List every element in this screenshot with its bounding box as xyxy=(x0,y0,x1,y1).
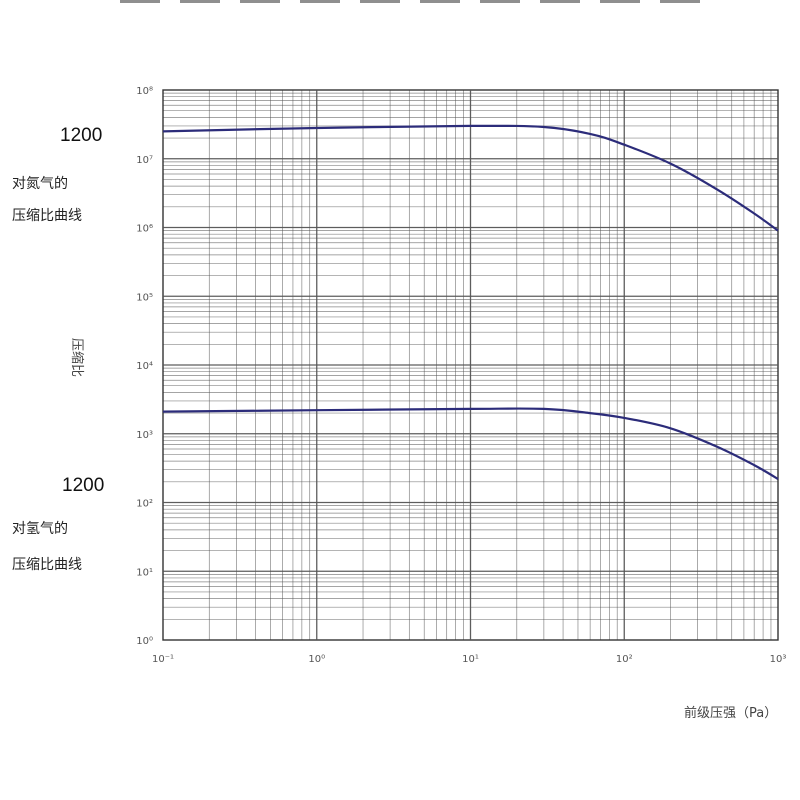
tick-labels: 10⁻¹ 10⁰ 10¹ 10² 10³ 10⁸ 10⁷ 10⁶ 10⁵ 10⁴ 10³ 10² 10¹… xyxy=(136,86,786,665)
y-tick-label: 10¹ xyxy=(136,567,153,578)
y-tick-label: 10⁵ xyxy=(136,292,153,303)
y-tick-label: 10⁸ xyxy=(136,86,153,97)
x-tick-label: 10³ xyxy=(770,654,787,665)
y-axis-label: 压缩比 xyxy=(69,338,84,378)
series-layer xyxy=(162,124,779,480)
x-tick-label: 10² xyxy=(616,654,633,665)
y-tick-label: 10³ xyxy=(136,430,153,441)
x-axis-label: 前级压强（Pa） xyxy=(684,706,778,721)
top-edge-strip xyxy=(120,0,720,3)
lower-curve-desc-line2: 压缩比曲线 xyxy=(12,557,82,573)
lower-curve-model-label: 1200 xyxy=(62,475,105,496)
y-tick-label: 10⁴ xyxy=(136,361,153,372)
major-gridlines xyxy=(162,89,779,641)
series-line-hydrogen xyxy=(162,407,779,480)
x-tick-label: 10⁰ xyxy=(308,654,325,665)
x-tick-label: 10⁻¹ xyxy=(152,654,174,665)
upper-curve-model-label: 1200 xyxy=(60,125,103,146)
y-tick-label: 10⁶ xyxy=(136,224,153,235)
lower-curve-desc-line1: 对氢气的 xyxy=(12,521,68,537)
upper-curve-desc-line1: 对氮气的 xyxy=(12,176,68,192)
upper-curve-desc-line2: 压缩比曲线 xyxy=(12,208,82,224)
y-tick-label: 10² xyxy=(136,499,153,510)
x-tick-label: 10¹ xyxy=(462,654,479,665)
y-tick-label: 10⁰ xyxy=(136,636,153,647)
y-tick-label: 10⁷ xyxy=(136,155,153,166)
series-line-nitrogen xyxy=(162,124,779,232)
